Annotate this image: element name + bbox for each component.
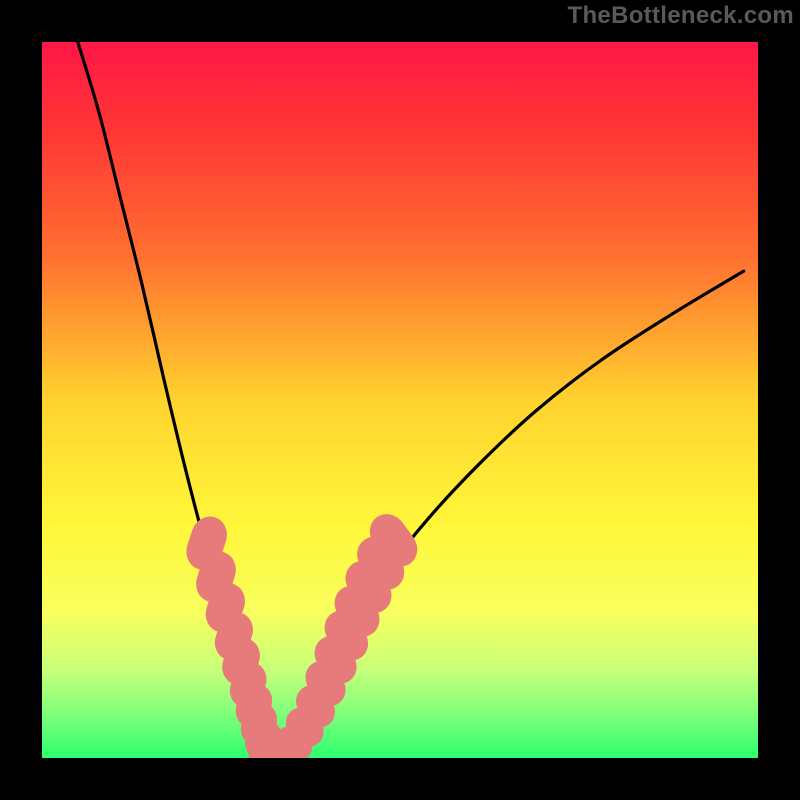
bottleneck-chart — [0, 0, 800, 800]
watermark-text: TheBottleneck.com — [568, 2, 794, 30]
chart-plot-area — [42, 42, 758, 758]
